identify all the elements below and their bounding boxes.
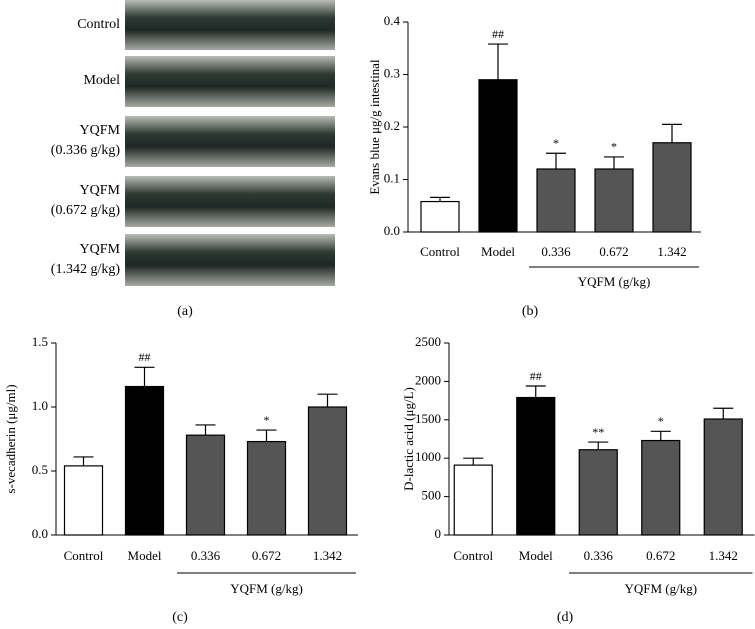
bar [124,385,165,536]
significance-label: * [553,136,559,150]
group-label: YQFM (g/kg) [230,581,303,596]
photo [125,0,335,50]
panel-label: (b) [522,304,539,319]
group-label: YQFM (g/kg) [578,274,651,289]
x-tick-label: Model [128,548,162,563]
photo [125,116,335,167]
bar [536,168,576,233]
significance-label: * [264,413,270,427]
x-tick-label: Model [481,244,515,259]
bar [641,439,681,536]
photo [125,234,335,286]
bar [594,168,634,233]
significance-label: * [611,140,617,154]
x-tick-label: 1.342 [657,244,686,259]
bar [420,200,460,233]
significance-label: * [658,414,664,428]
photo-label: (0.672 g/kg) [51,203,121,218]
bar [703,418,743,536]
x-tick-label: Control [64,548,104,563]
bar [185,434,226,536]
significance-label: ** [592,425,604,439]
panel-label: (c) [172,610,188,625]
photo-label: YQFM [80,123,121,138]
y-axis-label: D-lactic acid (μg/L) [401,387,416,491]
y-tick-label: 1.5 [32,334,48,349]
significance-label: ## [530,369,542,383]
panel-label: (d) [557,610,574,625]
photo [125,56,335,107]
x-tick-label: 0.672 [646,548,675,563]
x-tick-label: Model [519,548,553,563]
x-tick-label: Control [453,548,493,563]
y-tick-label: 0.0 [384,223,400,238]
bar [453,464,493,536]
y-tick-label: 0.4 [384,13,401,28]
x-tick-label: 1.342 [313,548,342,563]
y-tick-label: 0.1 [384,170,400,185]
y-axis-label: Evans blue μg/g intestinal [367,59,382,195]
y-axis-label: s-vecadherin (μg/ml) [3,384,18,493]
y-tick-label: 0.5 [32,462,48,477]
significance-label: ## [139,350,151,364]
significance-label: ## [492,27,504,41]
photo [125,176,335,227]
y-tick-label: 1500 [415,411,441,426]
x-tick-label: 0.672 [599,244,628,259]
photo-label: (0.336 g/kg) [51,143,121,158]
photo-label: Model [83,73,120,88]
y-tick-label: 0.0 [32,526,48,541]
photo-label: YQFM [80,242,121,257]
y-tick-label: 2000 [415,372,441,387]
bar [63,465,104,536]
x-tick-label: Control [420,244,460,259]
photo-panel [125,0,335,286]
bar [578,449,618,536]
y-tick-label: 2500 [415,334,441,349]
y-tick-label: 500 [422,488,442,503]
bar [478,79,518,233]
x-tick-label: 0.336 [541,244,571,259]
photo-label: (1.342 g/kg) [51,262,121,277]
x-tick-label: 0.336 [584,548,614,563]
bar [516,396,556,536]
bar [652,142,692,233]
photo-label: YQFM [80,183,121,198]
y-tick-label: 1000 [415,449,441,464]
x-tick-label: 0.672 [252,548,281,563]
y-tick-label: 0 [435,526,442,541]
photo-label: Control [77,17,120,32]
x-tick-label: 1.342 [709,548,738,563]
y-tick-label: 0.2 [384,118,400,133]
bar [246,440,287,536]
y-tick-label: 0.3 [384,65,400,80]
x-tick-label: 0.336 [191,548,221,563]
bar [307,406,348,536]
y-tick-label: 1.0 [32,398,48,413]
panel-label: (a) [177,304,193,319]
group-label: YQFM (g/kg) [624,581,697,596]
